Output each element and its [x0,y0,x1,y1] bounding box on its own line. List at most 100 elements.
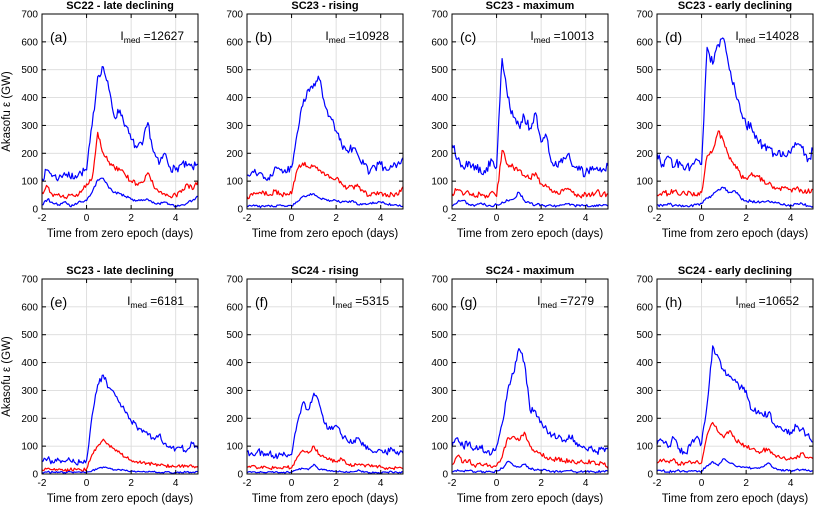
x-tick-label: -2 [653,478,662,489]
lower-curve-line [657,458,813,474]
imed-annotation: Imed =5315 [332,294,389,310]
x-tick-label: 4 [788,213,794,224]
x-axis-label: Time from zero epoch (days) [457,228,604,240]
panel-letter: (f) [255,294,268,310]
x-tick-label: 2 [128,213,134,224]
y-tick-label: 0 [237,470,243,481]
x-axis-label: Time from zero epoch (days) [457,493,604,505]
y-tick-label: 300 [226,386,243,397]
y-tick-label: 500 [636,330,653,341]
lower-curve-line [452,460,608,474]
upper-curve-line [247,75,403,181]
x-tick-label: 2 [128,478,134,489]
y-tick-label: 0 [647,205,653,216]
panel-letter: (d) [665,29,682,45]
x-tick-label: -2 [38,478,47,489]
y-tick-label: 100 [636,442,653,453]
y-tick-label: 600 [226,37,243,48]
y-tick-label: 700 [636,10,653,21]
median-curve-line [452,431,608,469]
subplot-title: SC24 - early declining [678,265,792,277]
subplot-title: SC24 - rising [291,265,358,277]
subplot-title: SC23 - rising [291,0,358,12]
x-tick-label: -2 [653,213,662,224]
y-tick-label: 300 [636,121,653,132]
y-tick-label: 200 [636,414,653,425]
y-tick-label: 700 [21,275,38,286]
y-tick-label: 700 [226,10,243,21]
y-tick-label: 300 [21,386,38,397]
median-curve-line [657,421,813,466]
x-axis-label: Time from zero epoch (days) [47,228,194,240]
y-tick-label: 500 [636,65,653,76]
y-tick-label: 600 [21,302,38,313]
x-tick-label: -2 [448,213,457,224]
y-tick-label: 200 [431,414,448,425]
axes-box [246,13,404,210]
x-tick-label: 4 [173,478,179,489]
panel-letter: (b) [255,29,272,45]
panel-letter: (c) [460,29,476,45]
y-tick-label: 0 [647,470,653,481]
upper-curve-line [42,374,198,466]
subplot-title: SC23 - late declining [66,265,174,277]
axes-box [41,278,199,475]
upper-curve-line [657,37,813,172]
y-tick-label: 0 [442,470,448,481]
x-axis-label: Time from zero epoch (days) [252,493,399,505]
y-tick-label: 500 [21,330,38,341]
upper-curve-line [452,58,608,178]
y-tick-label: 100 [431,177,448,188]
y-tick-label: 400 [431,93,448,104]
y-tick-label: 300 [431,121,448,132]
subplot-title: SC23 - maximum [486,0,575,12]
y-tick-label: 600 [636,302,653,313]
panel-letter: (e) [50,294,67,310]
y-tick-label: 100 [21,442,38,453]
y-tick-label: 100 [431,442,448,453]
subplot-title: SC23 - early declining [678,0,792,12]
x-tick-label: 0 [494,478,500,489]
y-tick-label: 700 [431,275,448,286]
lower-curve-line [42,177,198,208]
x-tick-label: 4 [378,478,384,489]
y-tick-label: 500 [226,330,243,341]
y-tick-label: 300 [431,386,448,397]
axes-box [656,13,814,210]
subplot-title: SC24 - maximum [486,265,575,277]
x-tick-label: 0 [289,478,295,489]
x-tick-label: -2 [38,213,47,224]
y-tick-label: 100 [21,177,38,188]
y-tick-label: 0 [32,205,38,216]
y-tick-label: 500 [226,65,243,76]
y-tick-label: 500 [21,65,38,76]
y-tick-label: 300 [21,121,38,132]
median-curve-line [42,438,198,473]
lower-curve-line [452,191,608,208]
y-tick-label: 200 [21,149,38,160]
imed-annotation: Imed =10652 [735,294,799,310]
y-tick-label: 700 [431,10,448,21]
x-tick-label: 4 [583,213,589,224]
x-tick-label: 0 [84,213,90,224]
y-tick-label: 100 [226,177,243,188]
y-tick-label: 700 [636,275,653,286]
x-tick-label: 4 [173,213,179,224]
y-tick-label: 0 [32,470,38,481]
y-tick-label: 400 [636,358,653,369]
lower-curve-line [657,186,813,208]
y-tick-label: 700 [226,275,243,286]
y-tick-label: 500 [431,65,448,76]
median-curve-line [247,161,403,200]
y-tick-label: 200 [431,149,448,160]
upper-curve-line [452,348,608,456]
axes-box [246,278,404,475]
x-tick-label: -2 [243,213,252,224]
median-curve-line [657,130,813,197]
y-tick-label: 200 [226,149,243,160]
